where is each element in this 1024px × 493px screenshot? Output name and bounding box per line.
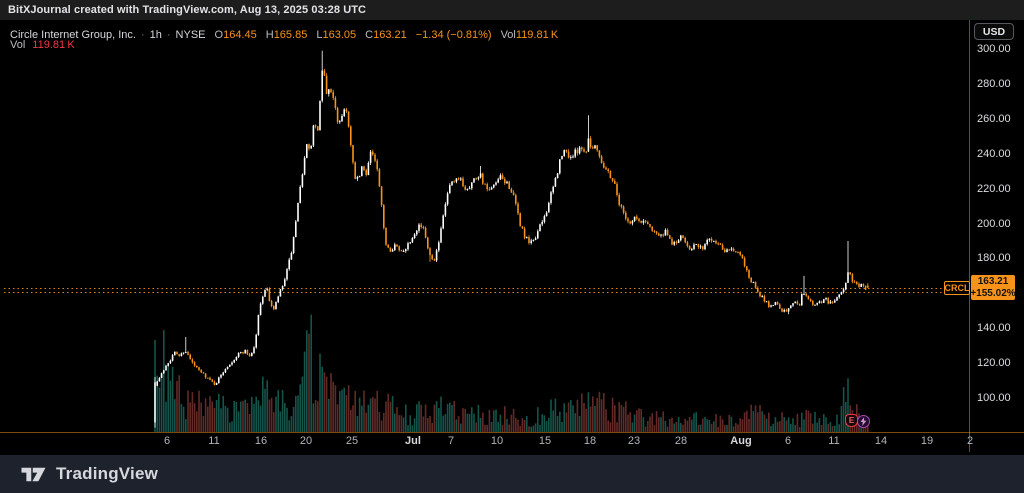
open-value: 164.45 — [223, 29, 257, 41]
symbol-title[interactable]: Circle Internet Group, Inc. — [10, 29, 136, 41]
volume-value: 119.81 K — [515, 29, 559, 41]
close-pair: C163.21 — [365, 25, 407, 43]
chart-legend: Circle Internet Group, Inc. · 1h · NYSE … — [10, 25, 558, 53]
time-axis-label: 7 — [447, 435, 455, 447]
time-axis-label: 15 — [538, 435, 552, 447]
ticker-price-tag: CRCL — [944, 280, 970, 295]
time-axis-label: 6 — [163, 435, 171, 447]
low-pair: L163.05 — [316, 25, 356, 43]
time-axis-label: 10 — [490, 435, 504, 447]
time-axis-label: 20 — [299, 435, 313, 447]
open-label: O — [214, 29, 224, 41]
timeframe-label[interactable]: 1h — [149, 29, 162, 41]
high-value: 165.85 — [273, 29, 308, 41]
flash-event-icon[interactable] — [857, 415, 870, 428]
open-pair: O164.45 — [215, 25, 257, 43]
time-axis-label: 14 — [874, 435, 888, 447]
change-percent: +155.02% — [970, 287, 1016, 299]
close-label: C — [365, 29, 374, 41]
high-pair: H165.85 — [266, 25, 308, 43]
separator: · — [140, 29, 145, 41]
time-axis-label: 19 — [920, 435, 934, 447]
time-axis-label: 11 — [208, 435, 220, 447]
legend-volume-row: Vol 119.81 K — [10, 39, 558, 53]
legend-ohlc-row: Circle Internet Group, Inc. · 1h · NYSE … — [10, 25, 558, 41]
currency-button[interactable]: USD — [974, 23, 1014, 40]
time-axis-label: 11 — [828, 435, 840, 447]
exchange-label[interactable]: NYSE — [175, 29, 206, 41]
time-axis-label: 16 — [254, 435, 268, 447]
low-value: 163.05 — [322, 29, 357, 41]
time-axis-label: Aug — [730, 435, 752, 447]
volume-label: Vol — [500, 29, 516, 41]
last-price-badge: 163.21 +155.02% — [970, 275, 1016, 301]
time-axis-label: 6 — [784, 435, 792, 447]
time-axis-label: 2 — [966, 435, 973, 447]
vol-indicator-label[interactable]: Vol — [10, 39, 26, 51]
time-axis-label: 18 — [583, 435, 597, 447]
time-axis-label: 25 — [345, 435, 359, 447]
earnings-letter: E — [848, 416, 855, 425]
vol-indicator-value: 119.81 K — [32, 39, 75, 51]
tradingview-brand-text[interactable]: TradingView — [56, 464, 159, 483]
time-axis-label: Jul — [405, 435, 421, 447]
lightning-icon — [860, 417, 867, 426]
close-value: 163.21 — [373, 29, 407, 41]
tradingview-logo-icon[interactable] — [20, 466, 47, 483]
change-value: −1.34 (−0.81%) — [415, 29, 492, 41]
attribution-bar: BitXJournal created with TradingView.com… — [0, 0, 1024, 20]
time-axis[interactable]: 6 11 16 20 25 Jul 7 10 15 18 23 28 Aug 6 11 14 19 2 — [0, 433, 973, 451]
separator: · — [166, 29, 171, 41]
high-label: H — [265, 29, 274, 41]
last-price: 163.21 — [977, 275, 1009, 287]
time-axis-label: 28 — [674, 435, 688, 447]
low-label: L — [316, 29, 323, 41]
time-axis-label: 23 — [627, 435, 641, 447]
attribution-text: BitXJournal created with TradingView.com… — [8, 4, 367, 16]
brand-bar: TradingView — [0, 455, 1024, 493]
volume-pair: Vol119.81 K — [501, 25, 559, 43]
